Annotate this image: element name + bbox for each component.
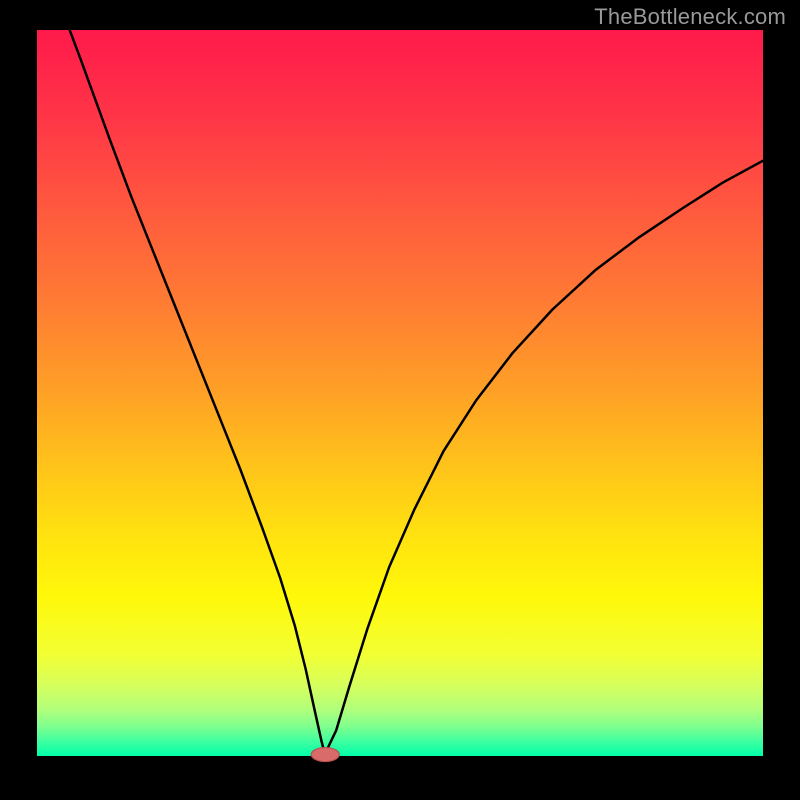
watermark-text: TheBottleneck.com [594,4,786,30]
minimum-marker [311,748,339,762]
plot-background [37,30,763,756]
bottleneck-plot [0,0,800,800]
stage: TheBottleneck.com [0,0,800,800]
